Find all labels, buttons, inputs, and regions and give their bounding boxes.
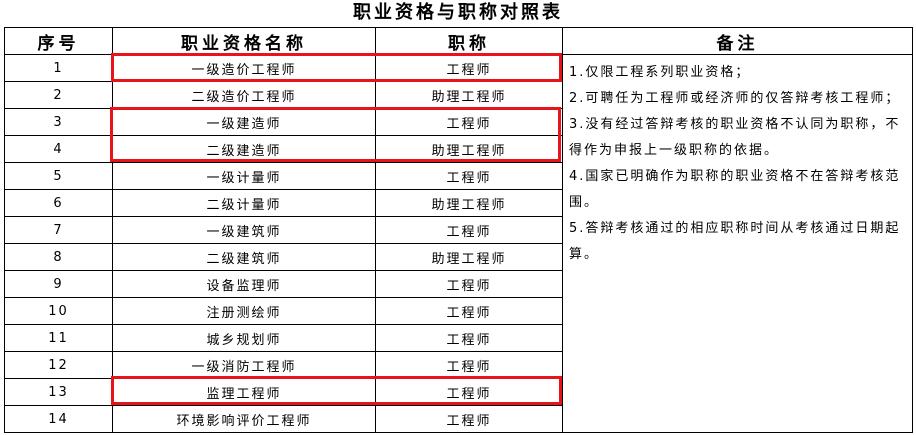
cell-no: 3 bbox=[4, 108, 113, 136]
note-item: 1.仅限工程系列职业资格； bbox=[569, 65, 751, 80]
cell-title: 工程师 bbox=[375, 216, 563, 244]
cell-no: 8 bbox=[4, 243, 113, 271]
page-title: 职业资格与职称对照表 bbox=[353, 2, 563, 23]
cell-no: 9 bbox=[4, 270, 113, 298]
cell-no: 1 bbox=[4, 54, 113, 82]
table-row: 10 注册测绘师 工程师 bbox=[4, 297, 913, 325]
cell-qualification: 二级建造师 bbox=[112, 135, 376, 163]
qualification-table: 序号 职业资格名称 职称 备注 1 一级造价工程师 工程师 1.仅限工程系列职业资格；… bbox=[4, 27, 913, 433]
table-row: 6 二级计量师 助理工程师 bbox=[4, 189, 913, 217]
header-no: 序号 bbox=[4, 27, 113, 55]
cell-title: 工程师 bbox=[375, 351, 563, 379]
header-qualification: 职业资格名称 bbox=[112, 27, 376, 55]
cell-no: 2 bbox=[4, 81, 113, 109]
cell-qualification: 一级造价工程师 bbox=[112, 54, 376, 82]
table-row: 11 城乡规划师 工程师 bbox=[4, 324, 913, 352]
table-row: 13 监理工程师 工程师 bbox=[4, 378, 913, 406]
header-title: 职称 bbox=[375, 27, 563, 55]
cell-title: 助理工程师 bbox=[375, 135, 563, 163]
cell-qualification: 环境影响评价工程师 bbox=[112, 405, 376, 433]
cell-no: 7 bbox=[4, 216, 113, 244]
cell-no: 4 bbox=[4, 135, 113, 163]
cell-title: 工程师 bbox=[375, 324, 563, 352]
cell-no: 6 bbox=[4, 189, 113, 217]
cell-no: 13 bbox=[4, 378, 113, 406]
cell-no: 10 bbox=[4, 297, 113, 325]
cell-qualification: 一级建造师 bbox=[112, 108, 376, 136]
cell-no: 11 bbox=[4, 324, 113, 352]
table-row: 9 设备监理师 工程师 bbox=[4, 270, 913, 298]
cell-qualification: 二级造价工程师 bbox=[112, 81, 376, 109]
table-row: 14 环境影响评价工程师 工程师 bbox=[4, 405, 913, 433]
table-row: 1 一级造价工程师 工程师 1.仅限工程系列职业资格； 2.可聘任为工程师或经济师的仅答… bbox=[4, 54, 913, 433]
cell-qualification: 设备监理师 bbox=[112, 270, 376, 298]
cell-no: 5 bbox=[4, 162, 113, 190]
note-item: 2.可聘任为工程师或经济师的仅答辩考核工程师； bbox=[569, 91, 901, 106]
header-notes: 备注 bbox=[562, 27, 913, 55]
cell-title: 工程师 bbox=[375, 162, 563, 190]
note-item: 5.答辩考核通过的相应职称时间从考核通过日期起算。 bbox=[569, 221, 901, 262]
cell-title: 助理工程师 bbox=[375, 243, 563, 271]
cell-title: 工程师 bbox=[375, 378, 563, 406]
note-item: 3.没有经过答辩考核的职业资格不认同为职称，不得作为申报上一级职称的依据。 bbox=[569, 117, 901, 158]
cell-qualification: 城乡规划师 bbox=[112, 324, 376, 352]
cell-qualification: 一级建筑师 bbox=[112, 216, 376, 244]
cell-title: 助理工程师 bbox=[375, 189, 563, 217]
cell-no: 12 bbox=[4, 351, 113, 379]
cell-qualification: 一级计量师 bbox=[112, 162, 376, 190]
cell-qualification: 二级建筑师 bbox=[112, 243, 376, 271]
cell-qualification: 一级消防工程师 bbox=[112, 351, 376, 379]
cell-title: 工程师 bbox=[375, 270, 563, 298]
cell-title: 工程师 bbox=[375, 108, 563, 136]
cell-title: 助理工程师 bbox=[375, 81, 563, 109]
cell-title: 工程师 bbox=[375, 405, 563, 433]
cell-qualification: 监理工程师 bbox=[112, 378, 376, 406]
table-row: 5 一级计量师 工程师 bbox=[4, 162, 913, 190]
note-item: 4.国家已明确作为职称的职业资格不在答辩考核范围。 bbox=[569, 169, 901, 210]
cell-qualification: 二级计量师 bbox=[112, 189, 376, 217]
table-header: 序号 职业资格名称 职称 备注 bbox=[4, 27, 913, 55]
cell-qualification: 注册测绘师 bbox=[112, 297, 376, 325]
cell-no: 14 bbox=[4, 405, 113, 433]
cell-title: 工程师 bbox=[375, 297, 563, 325]
notes-cell: 1.仅限工程系列职业资格； 2.可聘任为工程师或经济师的仅答辩考核工程师； 3.没有… bbox=[562, 54, 913, 433]
cell-title: 工程师 bbox=[375, 54, 563, 82]
table-row: 8 二级建筑师 助理工程师 bbox=[4, 243, 913, 271]
